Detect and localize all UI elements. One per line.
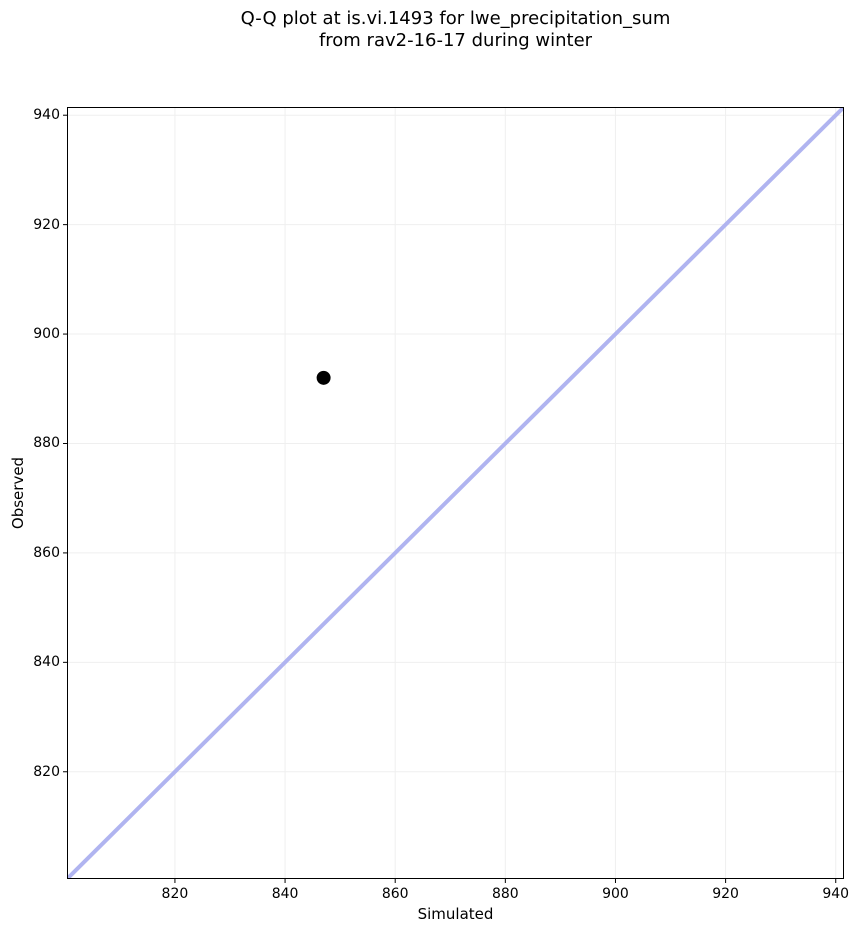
x-tick-label: 820 xyxy=(161,886,189,902)
identity-line xyxy=(67,107,844,879)
x-tick-label: 880 xyxy=(491,886,519,902)
y-tick-label: 840 xyxy=(33,654,60,671)
chart-title-line-2: from rav2-16-17 during winter xyxy=(318,30,593,51)
x-tick-label: 860 xyxy=(381,886,409,902)
chart-title: Q-Q plot at is.vi.1493 for lwe_precipita… xyxy=(67,8,844,52)
y-tick-label: 920 xyxy=(33,216,60,233)
x-tick-label: 940 xyxy=(822,886,850,902)
x-tick-label: 840 xyxy=(271,886,299,902)
x-tick-label: 900 xyxy=(602,886,629,902)
chart-title-line-1: Q-Q plot at is.vi.1493 for lwe_precipita… xyxy=(240,8,671,29)
y-tick-label: 820 xyxy=(33,763,60,780)
y-tick-label: 860 xyxy=(33,544,60,561)
data-point xyxy=(316,370,331,385)
plot-frame xyxy=(67,107,844,879)
y-tick-label: 880 xyxy=(33,435,60,452)
y-tick-label: 940 xyxy=(33,107,60,124)
y-axis-label: Observed xyxy=(9,456,27,530)
x-tick-label: 920 xyxy=(712,886,739,902)
x-axis-label: Simulated xyxy=(417,905,494,923)
plot-contents xyxy=(67,107,844,879)
y-tick-label: 900 xyxy=(33,326,60,343)
